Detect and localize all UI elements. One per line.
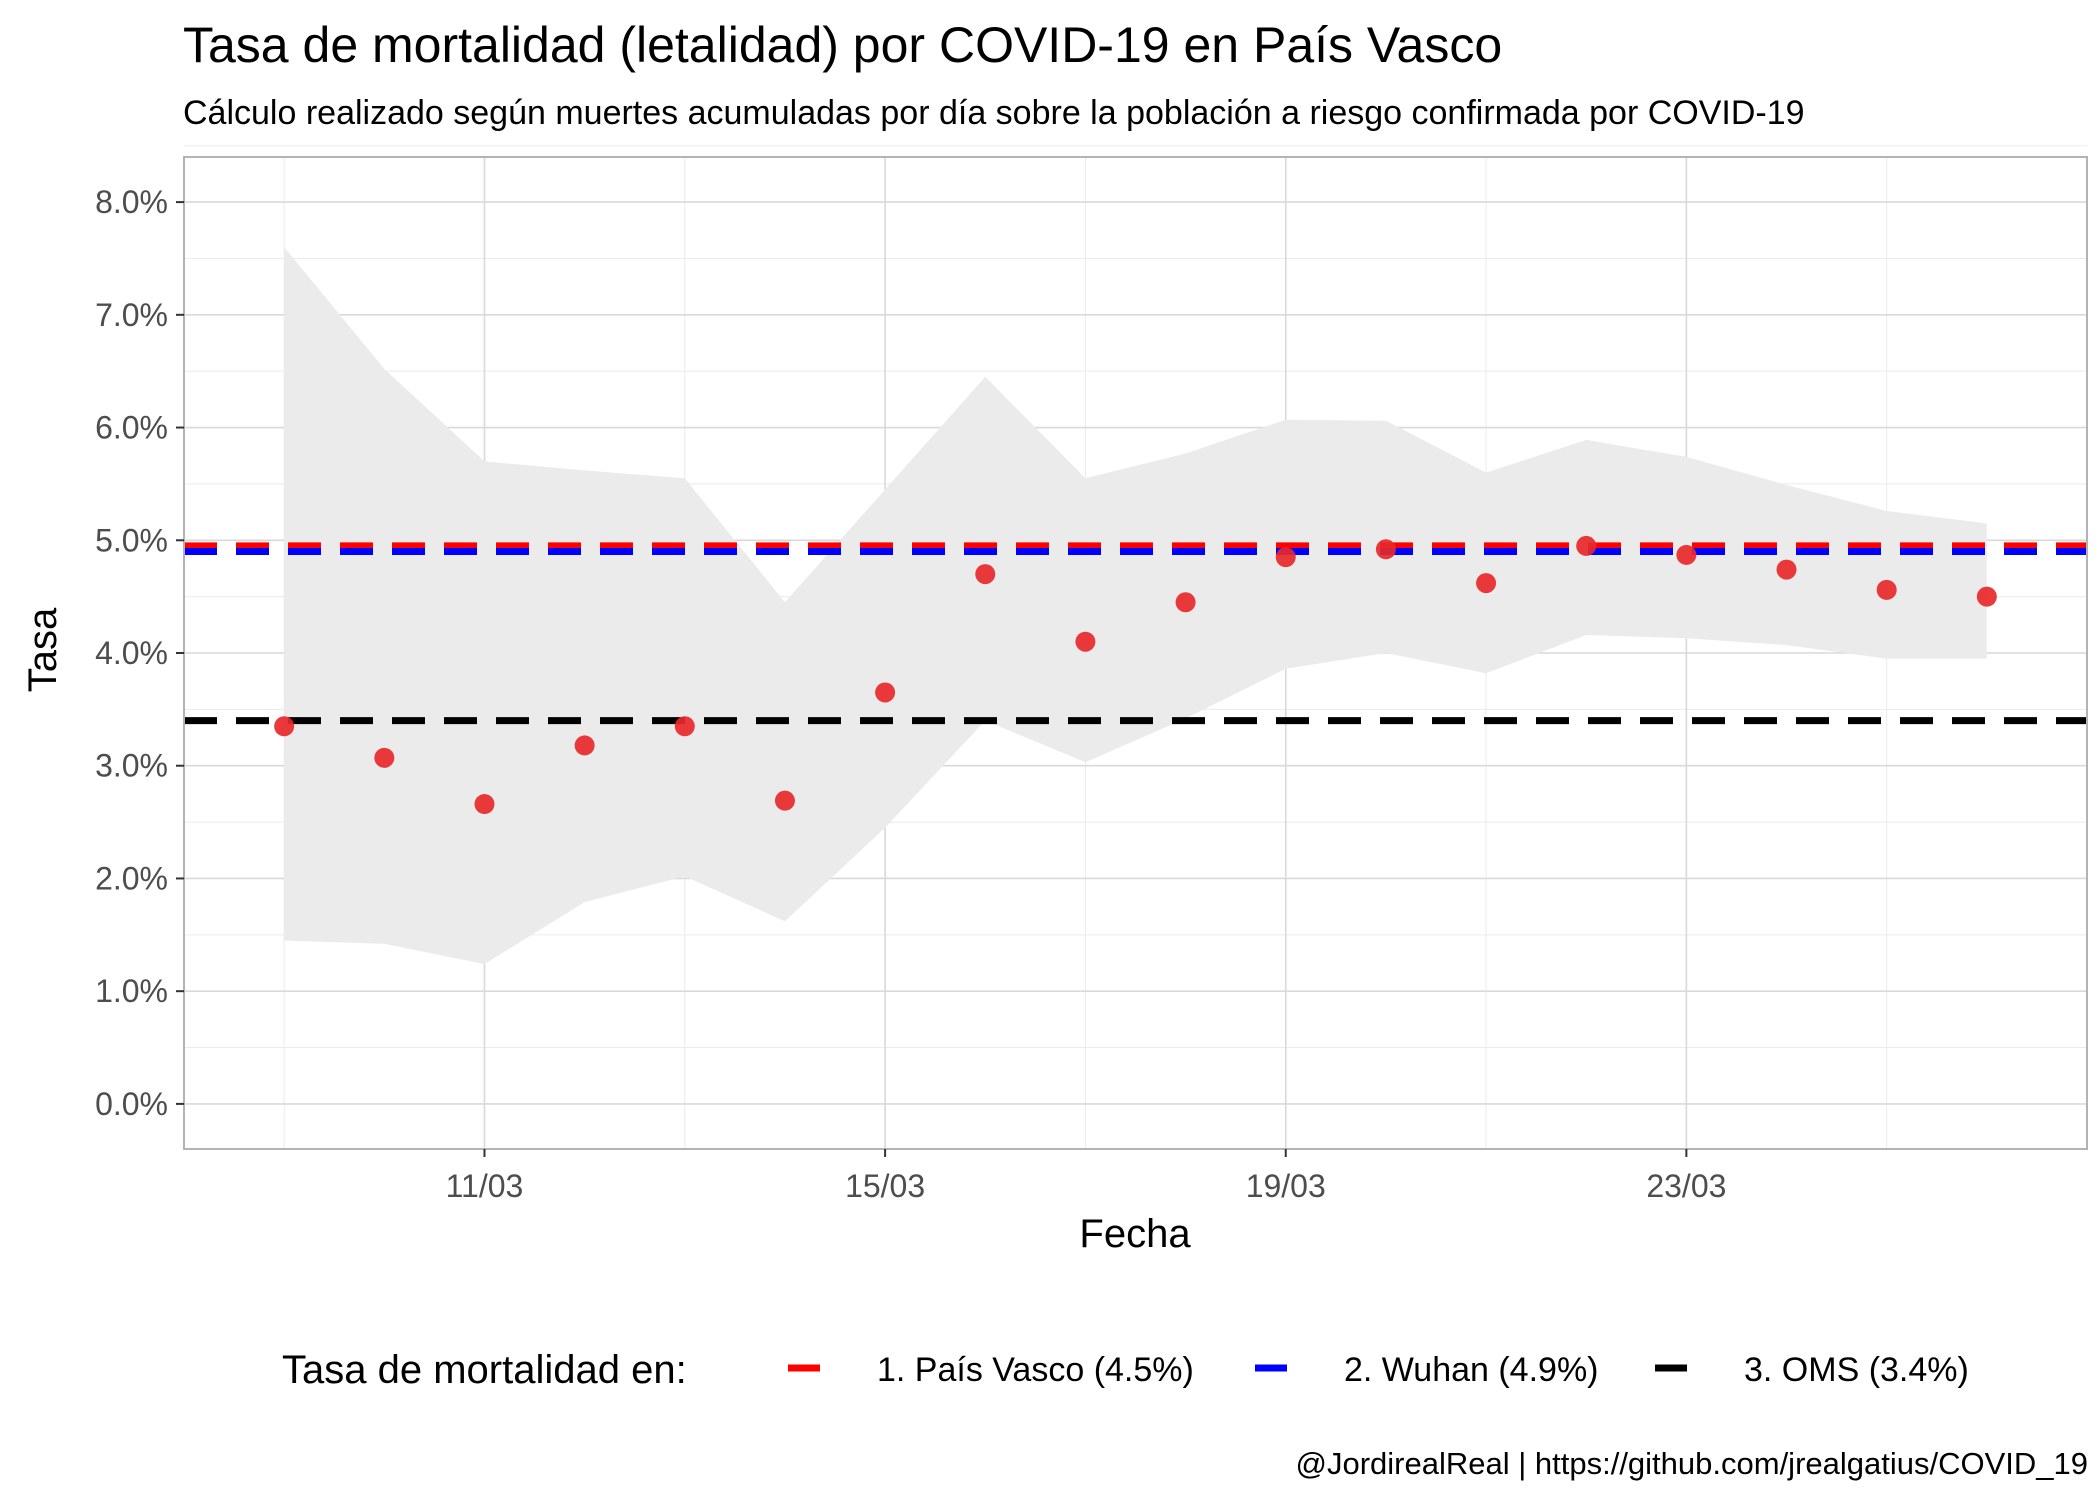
data-point	[1876, 579, 1897, 600]
data-point	[1275, 547, 1296, 568]
data-points	[274, 535, 1997, 815]
y-tick-label: 4.0%	[95, 635, 168, 671]
data-point	[1075, 631, 1096, 652]
data-point	[1375, 539, 1396, 560]
data-point	[574, 735, 595, 756]
x-axis-ticks: 11/03 15/03 19/03 23/03	[446, 1149, 1726, 1204]
caption: @JordirealReal | https://github.com/jrea…	[1296, 1446, 2089, 1481]
y-axis-ticks: 0.0% 1.0% 2.0% 3.0% 4.0% 5.0% 6.0% 7.0% 8.0%	[95, 184, 184, 1122]
data-point	[674, 716, 695, 737]
plot-area	[183, 145, 2088, 1150]
reference-lines	[184, 542, 2087, 725]
y-tick-label: 5.0%	[95, 522, 168, 558]
confidence-band	[284, 247, 1987, 965]
legend-label-1: 1. País Vasco (4.5%)	[877, 1351, 1194, 1389]
y-tick-label: 3.0%	[95, 748, 168, 784]
x-axis-title: Fecha	[1079, 1212, 1191, 1256]
legend: Tasa de mortalidad en: 1. País Vasco (4.…	[282, 1348, 1969, 1392]
y-tick-label: 2.0%	[95, 860, 168, 896]
data-point	[374, 747, 395, 768]
y-tick-label: 7.0%	[95, 297, 168, 333]
x-tick-label: 15/03	[845, 1168, 925, 1204]
data-point	[975, 564, 996, 585]
y-tick-label: 6.0%	[95, 410, 168, 446]
data-point	[1576, 535, 1597, 556]
data-point	[274, 716, 295, 737]
data-point	[774, 790, 795, 811]
chart-title: Tasa de mortalidad (letalidad) por COVID…	[183, 17, 1502, 73]
data-point	[1175, 592, 1196, 613]
data-point	[474, 794, 495, 815]
data-point	[1476, 573, 1497, 594]
data-point	[1776, 559, 1797, 580]
chart-subtitle: Cálculo realizado según muertes acumulad…	[183, 94, 1805, 132]
legend-label-2: 2. Wuhan (4.9%)	[1344, 1351, 1599, 1389]
x-tick-label: 23/03	[1646, 1168, 1726, 1204]
legend-title: Tasa de mortalidad en:	[282, 1348, 687, 1392]
y-tick-label: 8.0%	[95, 184, 168, 220]
y-tick-label: 1.0%	[95, 973, 168, 1009]
x-tick-label: 11/03	[446, 1168, 524, 1204]
legend-label-3: 3. OMS (3.4%)	[1744, 1351, 1969, 1389]
data-point	[875, 682, 896, 703]
data-point	[1676, 544, 1697, 565]
y-tick-label: 0.0%	[95, 1086, 168, 1122]
data-point	[1976, 586, 1997, 607]
x-tick-label: 19/03	[1246, 1168, 1326, 1204]
y-axis-title: Tasa	[21, 607, 65, 692]
